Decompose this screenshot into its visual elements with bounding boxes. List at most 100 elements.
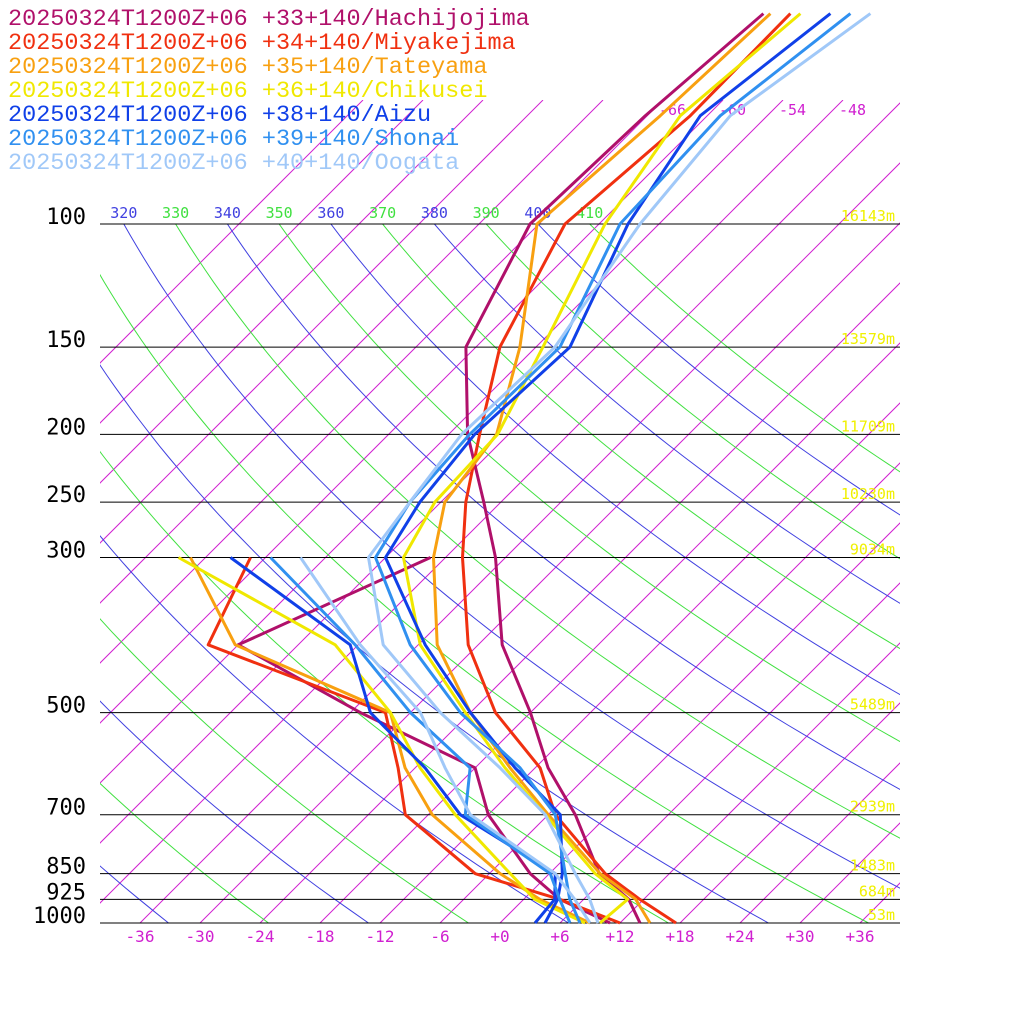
x-tick-label: +18 — [666, 927, 695, 946]
dry-adiabat — [100, 700, 369, 923]
dewpoint-line — [177, 556, 586, 925]
pressure-label: 700 — [46, 796, 86, 821]
x-tick-label: -36 — [126, 927, 155, 946]
isotherm — [100, 100, 664, 664]
isotherm — [100, 102, 900, 904]
x-tick-label: -24 — [246, 927, 275, 946]
legend-entry: 20250324T1200Z+06 +38+140/Aizu — [8, 102, 431, 129]
dewpoint-line — [189, 556, 591, 925]
dry-adiabat — [175, 224, 900, 839]
adiabat-label: 370 — [369, 204, 396, 222]
adiabat-label: 350 — [266, 204, 293, 222]
dry-adiabat — [100, 535, 569, 923]
dry-adiabat — [537, 224, 900, 516]
pressure-label: 925 — [46, 880, 86, 905]
adiabat-grid — [100, 224, 900, 923]
height-label: 13579m — [841, 330, 895, 348]
isotherm-label: -66 — [659, 101, 686, 119]
pressure-label: 850 — [46, 855, 86, 880]
isotherm — [100, 100, 784, 784]
dry-adiabat — [226, 224, 900, 790]
dry-adiabat — [278, 224, 900, 743]
isotherm — [499, 522, 900, 923]
isotherm — [100, 100, 424, 424]
x-tick-label: -6 — [430, 927, 449, 946]
isotherm — [100, 100, 364, 364]
legend-entry: 20250324T1200Z+06 +40+140/Oogata — [8, 150, 459, 177]
temperature-line — [367, 12, 872, 924]
isotherm — [100, 100, 604, 604]
x-tick-label: +6 — [550, 927, 569, 946]
pressure-label: 1000 — [33, 904, 86, 929]
dewpoint-line — [229, 556, 557, 924]
dry-adiabat — [589, 224, 900, 473]
legend-entry: 20250324T1200Z+06 +35+140/Tateyama — [8, 54, 487, 81]
x-tick-label: -18 — [306, 927, 335, 946]
temperature-line — [461, 12, 792, 925]
isotherm — [199, 222, 900, 923]
height-label: 53m — [868, 906, 895, 924]
pressure-label: 250 — [46, 483, 86, 508]
isotherm — [100, 100, 724, 724]
dry-adiabat — [100, 782, 269, 923]
height-label: 9034m — [850, 541, 895, 559]
x-tick-label: -12 — [366, 927, 395, 946]
adiabat-label: 380 — [421, 204, 448, 222]
temperature-line — [402, 12, 802, 925]
pressure-label: 150 — [46, 328, 86, 353]
isotherm — [100, 100, 844, 844]
x-tick-label: +0 — [490, 927, 509, 946]
isotherm — [799, 822, 900, 923]
legend-entry: 20250324T1200Z+06 +33+140/Hachijojima — [8, 6, 530, 33]
dry-adiabat — [485, 224, 900, 560]
x-tick-label: +36 — [846, 927, 875, 946]
height-label: 10230m — [841, 485, 895, 503]
isotherm — [100, 100, 484, 484]
legend-entry: 20250324T1200Z+06 +39+140/Shonai — [8, 126, 459, 153]
temperature-line — [432, 12, 772, 924]
dewpoint-line — [206, 556, 621, 925]
dewpoint-line — [269, 556, 572, 924]
dry-adiabat — [100, 618, 469, 923]
pressure-label: 300 — [46, 539, 86, 564]
isotherm — [259, 282, 900, 923]
adiabat-label: 390 — [473, 204, 500, 222]
temperature-line — [384, 12, 832, 924]
isotherm — [619, 642, 900, 923]
height-label: 11709m — [841, 417, 895, 435]
adiabat-label: 410 — [576, 204, 603, 222]
isotherm — [139, 162, 900, 923]
dry-adiabat — [123, 224, 900, 889]
x-tick-label: +24 — [726, 927, 755, 946]
pressure-label: 500 — [46, 694, 86, 719]
legend-entry: 20250324T1200Z+06 +36+140/Chikusei — [8, 78, 487, 105]
height-label: 684m — [859, 882, 895, 900]
adiabat-label: 320 — [110, 204, 137, 222]
isotherm — [379, 402, 900, 923]
dewpoint-line — [299, 556, 592, 924]
isotherm-label: -54 — [779, 101, 806, 119]
legend-entry: 20250324T1200Z+06 +34+140/Miyakejima — [8, 30, 516, 57]
pressure-label: 200 — [46, 415, 86, 440]
isotherm — [559, 582, 900, 923]
dry-adiabat — [330, 224, 900, 696]
height-label: 5489m — [850, 696, 895, 714]
adiabat-label: 340 — [214, 204, 241, 222]
isotherm — [319, 342, 900, 923]
dry-adiabat — [100, 364, 769, 923]
dry-adiabat — [100, 273, 869, 923]
temperature-line — [374, 12, 852, 924]
isotherm — [100, 100, 544, 544]
height-label: 16143m — [841, 207, 895, 225]
isotherm-label: -60 — [719, 101, 746, 119]
pressure-label: 100 — [46, 205, 86, 230]
isotherm — [679, 702, 900, 923]
isotherm-label: -48 — [839, 101, 866, 119]
height-label: 2939m — [850, 798, 895, 816]
height-label: 1483m — [850, 857, 895, 875]
adiabat-label: 360 — [317, 204, 344, 222]
dry-adiabat — [382, 224, 900, 650]
isotherm — [739, 762, 900, 923]
